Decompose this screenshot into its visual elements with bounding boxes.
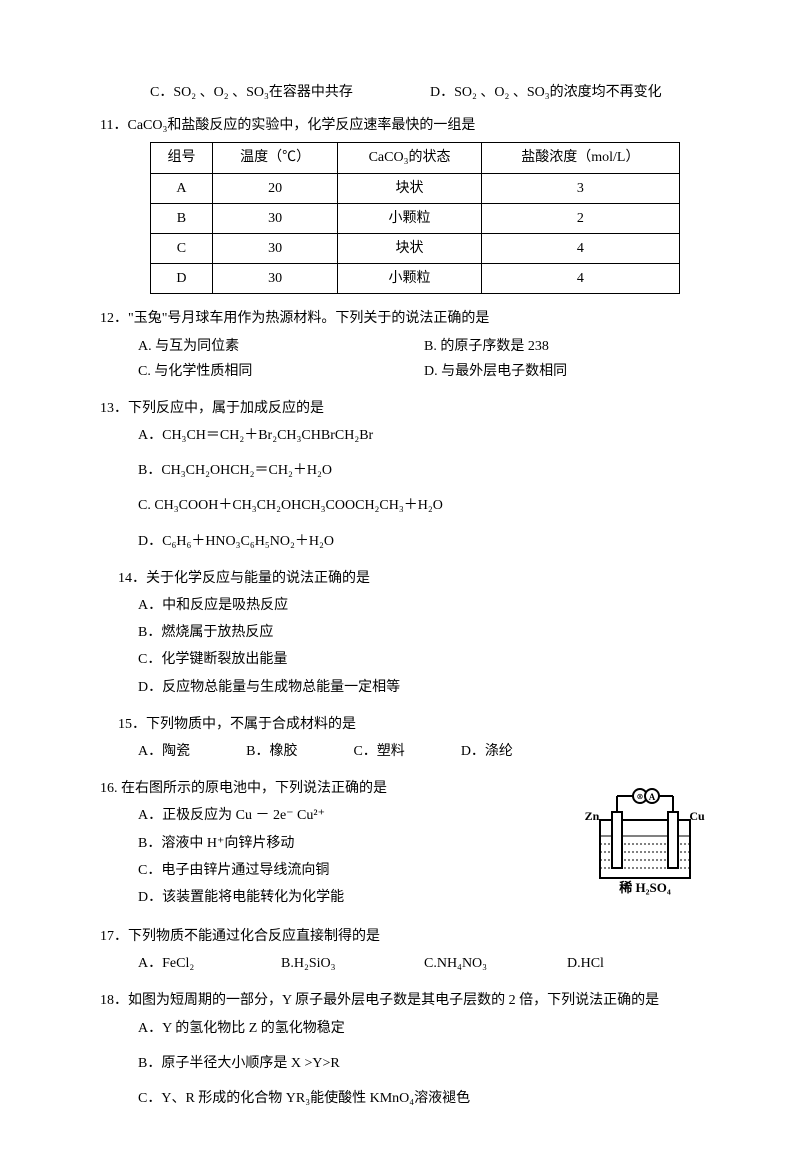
q13-option-d: D．C₆H₆＋HNO₃C₆H₅NO₂＋H₂O: [138, 529, 710, 554]
q13-stem: 13．下列反应中，属于加成反应的是: [90, 396, 710, 421]
zn-electrode-label: Zn: [585, 809, 600, 823]
q17-option-b: B.H₂SiO₃: [281, 951, 424, 976]
q11-cell: B: [151, 203, 213, 233]
q11-cell: 20: [212, 173, 337, 203]
q11-th-0: 组号: [151, 143, 213, 173]
q11-cell: A: [151, 173, 213, 203]
q10-options-cd: C．SO₂ 、O₂ 、SO₃在容器中共存 D．SO₂ 、O₂ 、SO₃的浓度均不…: [90, 80, 710, 105]
q13-option-b: B．CH₃CH₂OHCH₂＝CH₂＋H₂O: [138, 458, 710, 483]
question-14: 14．关于化学反应与能量的说法正确的是 A．中和反应是吸热反应 B．燃烧属于放热…: [90, 566, 710, 700]
question-13: 13．下列反应中，属于加成反应的是 A．CH₃CH＝CH₂＋Br₂CH₃CHBr…: [90, 396, 710, 554]
q12-stem: 12．"玉兔"号月球车用作为热源材料。下列关于的说法正确的是: [90, 306, 710, 331]
q11-cell: 2: [481, 203, 679, 233]
q15-stem: 15．下列物质中，不属于合成材料的是: [90, 712, 710, 737]
question-15: 15．下列物质中，不属于合成材料的是 A．陶瓷 B．橡胶 C．塑料 D．涤纶: [90, 712, 710, 764]
q11-cell: 4: [481, 264, 679, 294]
q12-option-a: A. 与互为同位素: [138, 334, 424, 359]
q18-stem: 18．如图为短周期的一部分，Y 原子最外层电子数是其电子层数的 2 倍，下列说法…: [90, 988, 710, 1013]
q15-option-a: A．陶瓷: [138, 739, 190, 764]
ammeter-label: A: [649, 792, 656, 802]
q12-option-c: C. 与化学性质相同: [138, 359, 424, 384]
q10-option-c: C．SO₂ 、O₂ 、SO₃在容器中共存: [150, 80, 430, 105]
q11-th-3: 盐酸浓度（mol/L）: [481, 143, 679, 173]
q12-option-d: D. 与最外层电子数相同: [424, 359, 710, 384]
q11-cell: 块状: [338, 173, 481, 203]
q17-stem: 17．下列物质不能通过化合反应直接制得的是: [90, 924, 710, 949]
q11-cell: 30: [212, 203, 337, 233]
question-12: 12．"玉兔"号月球车用作为热源材料。下列关于的说法正确的是 A. 与互为同位素…: [90, 306, 710, 384]
cu-electrode-label: Cu: [689, 809, 705, 823]
q11-cell: 块状: [338, 233, 481, 263]
q16-option-d: D．该装置能将电能转化为化学能: [138, 885, 572, 910]
svg-text:⊗: ⊗: [637, 792, 644, 801]
q13-option-c: C. CH₃COOH＋CH₃CH₂OHCH₃COOCH₂CH₃＋H₂O: [138, 493, 710, 518]
q11-table: 组号 温度（℃） CaCO₃的状态 盐酸浓度（mol/L） A 20 块状 3 …: [150, 142, 680, 294]
q11-th-2: CaCO₃的状态: [338, 143, 481, 173]
question-17: 17．下列物质不能通过化合反应直接制得的是 A．FeCl₂ B.H₂SiO₃ C…: [90, 924, 710, 976]
table-row: B 30 小颗粒 2: [151, 203, 680, 233]
q14-option-a: A．中和反应是吸热反应: [138, 593, 710, 618]
q14-option-d: D．反应物总能量与生成物总能量一定相等: [138, 675, 710, 700]
q14-option-c: C．化学键断裂放出能量: [138, 647, 710, 672]
q10-option-d: D．SO₂ 、O₂ 、SO₃的浓度均不再变化: [430, 80, 710, 105]
q11-cell: 3: [481, 173, 679, 203]
q14-option-b: B．燃烧属于放热反应: [138, 620, 710, 645]
q11-cell: 30: [212, 264, 337, 294]
q11-stem: 11．CaCO₃和盐酸反应的实验中，化学反应速率最快的一组是: [90, 113, 710, 138]
q16-option-a: A．正极反应为 Cu － 2e⁻ Cu²⁺: [138, 803, 572, 828]
question-16: 16. 在右图所示的原电池中，下列说法正确的是 A．正极反应为 Cu － 2e⁻…: [90, 776, 710, 912]
q15-option-d: D．涤纶: [461, 739, 513, 764]
q17-option-a: A．FeCl₂: [138, 951, 281, 976]
q17-option-d: D.HCl: [567, 951, 710, 976]
galvanic-cell-diagram: ⊗ A Zn Cu 稀 H₂SO₄: [580, 784, 710, 904]
q11-cell: 小颗粒: [338, 264, 481, 294]
table-row: C 30 块状 4: [151, 233, 680, 263]
table-row: A 20 块状 3: [151, 173, 680, 203]
table-header-row: 组号 温度（℃） CaCO₃的状态 盐酸浓度（mol/L）: [151, 143, 680, 173]
q14-stem: 14．关于化学反应与能量的说法正确的是: [90, 566, 710, 591]
electrolyte-label: 稀 H₂SO₄: [619, 880, 671, 895]
q11-cell: 30: [212, 233, 337, 263]
q13-option-a: A．CH₃CH＝CH₂＋Br₂CH₃CHBrCH₂Br: [138, 423, 710, 448]
question-11: 11．CaCO₃和盐酸反应的实验中，化学反应速率最快的一组是 组号 温度（℃） …: [90, 113, 710, 294]
q15-option-c: C．塑料: [353, 739, 404, 764]
q18-option-b: B．原子半径大小顺序是 X >Y>R: [138, 1051, 710, 1076]
q16-option-c: C．电子由锌片通过导线流向铜: [138, 858, 572, 883]
q18-option-a: A．Y 的氢化物比 Z 的氢化物稳定: [138, 1016, 710, 1041]
q18-option-c: C．Y、R 形成的化合物 YR₃能使酸性 KMnO₄溶液褪色: [138, 1086, 710, 1111]
q15-option-b: B．橡胶: [246, 739, 297, 764]
q11-cell: 小颗粒: [338, 203, 481, 233]
table-row: D 30 小颗粒 4: [151, 264, 680, 294]
q16-option-b: B．溶液中 H⁺向锌片移动: [138, 831, 572, 856]
q11-cell: C: [151, 233, 213, 263]
q11-cell: 4: [481, 233, 679, 263]
q11-th-1: 温度（℃）: [212, 143, 337, 173]
question-18: 18．如图为短周期的一部分，Y 原子最外层电子数是其电子层数的 2 倍，下列说法…: [90, 988, 710, 1111]
q12-option-b: B. 的原子序数是 238: [424, 334, 710, 359]
q17-option-c: C.NH₄NO₃: [424, 951, 567, 976]
q16-stem: 16. 在右图所示的原电池中，下列说法正确的是: [90, 776, 572, 801]
q11-cell: D: [151, 264, 213, 294]
